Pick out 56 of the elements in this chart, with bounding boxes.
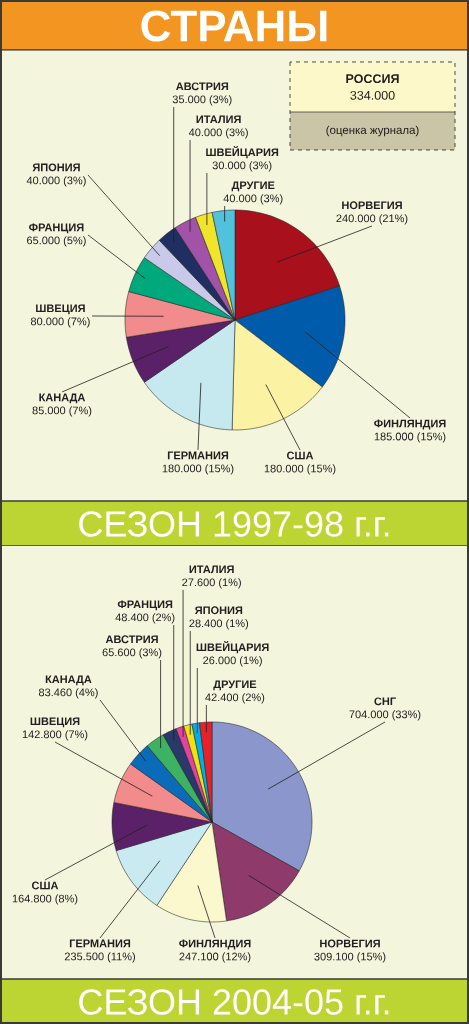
data-label: 185.000 (15%): [374, 432, 446, 443]
data-label: 26.000 (1%): [203, 656, 262, 667]
data-label: 27.600 (1%): [182, 578, 241, 589]
data-label: 40.000 (3%): [223, 194, 283, 205]
slice-label: ШВЕЦИЯ: [36, 304, 85, 315]
data-label: 65.000 (5%): [27, 236, 86, 247]
slice-label: ЯПОНИЯ: [194, 606, 243, 615]
text: (оценка журнала): [326, 125, 419, 137]
slice-label: ФРАНЦИЯ: [117, 600, 173, 611]
text: СЕЗОН 1997-98 г.г.: [79, 511, 389, 537]
slice-label: ФИНЛЯНДИЯ: [179, 939, 251, 950]
slice-label: ФИНЛЯНДИЯ: [374, 419, 446, 430]
data-label: 83.460 (4%): [38, 688, 98, 699]
slice-label: НОРВЕГИЯ: [342, 201, 402, 210]
data-label: 40.000 (3%): [26, 176, 86, 187]
data-label: 48.400 (2%): [115, 613, 175, 624]
data-label: 704.000 (33%): [349, 710, 421, 721]
text: РОССИЯ: [346, 74, 399, 84]
data-label: 180.000 (15%): [162, 464, 234, 475]
data-label: 85.000 (7%): [32, 406, 92, 417]
slice-label: АВСТРИЯ: [176, 82, 229, 91]
data-label: 309.100 (15%): [314, 952, 386, 963]
data-label: 164.800 (8%): [12, 894, 78, 905]
slice-label: ШВЕЦИЯ: [30, 717, 80, 728]
slice-label: ДРУГИЕ: [231, 181, 275, 192]
slice-label: ГЕРМАНИЯ: [69, 939, 131, 948]
slice-label: ИТАЛИЯ: [189, 565, 234, 574]
slice-label: НОРВЕГИЯ: [320, 939, 380, 948]
slice-label: АВСТРИЯ: [105, 635, 158, 644]
slice-label: ШВЕЙЦАРИЯ: [206, 146, 279, 159]
slice-label: ДРУГИЕ: [213, 680, 257, 691]
text: 334.000: [350, 90, 395, 100]
slice-label: ФРАНЦИЯ: [29, 223, 84, 234]
text: СЕЗОН 2004-05 г.г.: [79, 989, 389, 1015]
data-label: 180.000 (15%): [264, 464, 336, 475]
data-label: 30.000 (3%): [212, 161, 272, 172]
data-label: 142.800 (7%): [22, 730, 88, 741]
slice-label: США: [31, 881, 59, 890]
slice-label: КАНАДА: [39, 393, 86, 404]
slice-label: ГЕРМАНИЯ: [167, 451, 229, 460]
slice-label: СНГ: [374, 697, 396, 706]
slice-label: КАНАДА: [45, 675, 92, 686]
data-label: 65.600 (3%): [102, 648, 162, 659]
data-label: 40.000 (3%): [188, 128, 248, 139]
slice-label: ЯПОНИЯ: [32, 163, 80, 172]
data-label: 42.400 (2%): [205, 693, 265, 704]
data-label: 240.000 (21%): [336, 214, 408, 225]
data-label: 28.400 (1%): [189, 619, 249, 630]
data-label: 35.000 (3%): [172, 95, 232, 106]
data-label: 80.000 (7%): [30, 317, 90, 328]
slice-label: США: [286, 451, 314, 460]
data-label: 247.100 (12%): [179, 952, 251, 963]
slice-label: ШВЕЙЦАРИЯ: [196, 641, 269, 654]
slice-label: ИТАЛИЯ: [196, 115, 241, 124]
chart-title: СТРАНЫ: [141, 10, 327, 42]
data-label: 235.500 (11%): [64, 952, 135, 963]
